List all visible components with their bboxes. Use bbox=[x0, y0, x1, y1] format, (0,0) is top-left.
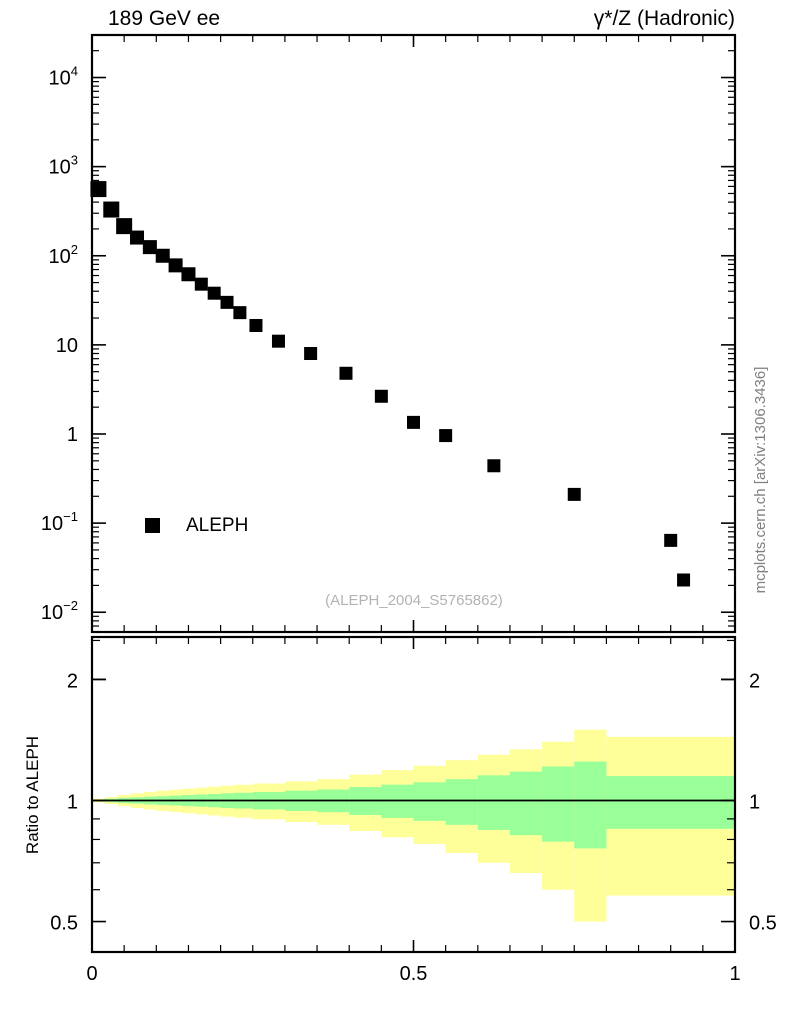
data-point-marker bbox=[116, 218, 133, 235]
data-point-marker bbox=[168, 258, 183, 273]
ratio-y-tick-label: 1 bbox=[67, 791, 78, 813]
legend-label-aleph: ALEPH bbox=[186, 515, 248, 536]
main-panel-ticks bbox=[91, 34, 736, 633]
ratio-band-inner bbox=[509, 771, 543, 836]
ratio-band-inner bbox=[574, 761, 607, 849]
ratio-x-tick-label: 0 bbox=[86, 963, 97, 985]
data-point-marker bbox=[304, 347, 318, 361]
main-y-tick-label: 10 bbox=[56, 335, 78, 357]
ratio-y-tick-label: 2 bbox=[67, 670, 78, 692]
legend: ALEPH bbox=[145, 515, 248, 536]
ratio-y-tick-label-right: 2 bbox=[749, 670, 760, 692]
data-point-marker bbox=[249, 318, 263, 332]
legend-marker-aleph bbox=[145, 518, 160, 533]
data-point-marker bbox=[407, 415, 420, 429]
ratio-y-tick-label: 0.5 bbox=[50, 913, 78, 935]
data-point-marker bbox=[103, 201, 120, 218]
main-y-tick-label: 1 bbox=[67, 424, 78, 446]
ratio-band-inner bbox=[413, 782, 446, 821]
data-point-marker bbox=[374, 389, 388, 403]
data-point-marker bbox=[233, 306, 247, 320]
ratio-panel-y-tick-labels-right: 0.5 1 2 bbox=[749, 670, 777, 934]
data-point-marker bbox=[271, 334, 285, 348]
header-left-label: 189 GeV ee bbox=[108, 7, 220, 30]
side-credit-watermark: mcplots.cern.ch [arXiv:1306.3436] bbox=[752, 367, 769, 594]
data-point-marker bbox=[664, 533, 678, 547]
data-point-marker bbox=[439, 429, 453, 443]
header-right-label: γ*/Z (Hadronic) bbox=[594, 7, 735, 30]
data-point-marker bbox=[181, 267, 196, 282]
ratio-band-inner bbox=[606, 776, 735, 829]
ratio-panel-y-tick-labels: 0.5 1 2 bbox=[50, 670, 78, 934]
data-point-marker bbox=[487, 459, 501, 473]
analysis-id-watermark: (ALEPH_2004_S5765862) bbox=[325, 592, 503, 609]
data-point-marker bbox=[339, 366, 353, 380]
ratio-panel-x-tick-labels: 0 0.5 1 bbox=[86, 963, 740, 985]
ratio-x-tick-label: 1 bbox=[729, 963, 740, 985]
ratio-x-tick-label: 0.5 bbox=[400, 963, 428, 985]
ratio-band-inner bbox=[542, 766, 575, 842]
data-point-marker bbox=[90, 181, 107, 198]
ratio-y-tick-label-right: 0.5 bbox=[749, 913, 777, 935]
data-point-marker bbox=[194, 277, 208, 291]
data-point-marker bbox=[567, 487, 581, 501]
data-point-marker bbox=[220, 295, 234, 309]
ratio-panel: 0.512 0.512 0 0.5 1 Ratio to ALEPH bbox=[23, 635, 777, 985]
ratio-band-inner bbox=[445, 779, 478, 825]
data-point-marker bbox=[130, 230, 145, 245]
ratio-axis-title: Ratio to ALEPH bbox=[23, 736, 42, 854]
data-point-marker bbox=[155, 248, 170, 263]
ratio-band-inner bbox=[477, 775, 510, 830]
data-point-marker bbox=[142, 240, 157, 255]
ratio-panel-ticks bbox=[91, 637, 736, 952]
main-y-tick-label: 10−1 bbox=[41, 509, 78, 535]
data-point-marker bbox=[207, 286, 221, 300]
data-point-marker bbox=[677, 573, 691, 587]
ratio-y-tick-label-right: 1 bbox=[749, 791, 760, 813]
main-y-tick-label: 10−2 bbox=[41, 598, 78, 624]
data-series-aleph bbox=[90, 181, 691, 587]
